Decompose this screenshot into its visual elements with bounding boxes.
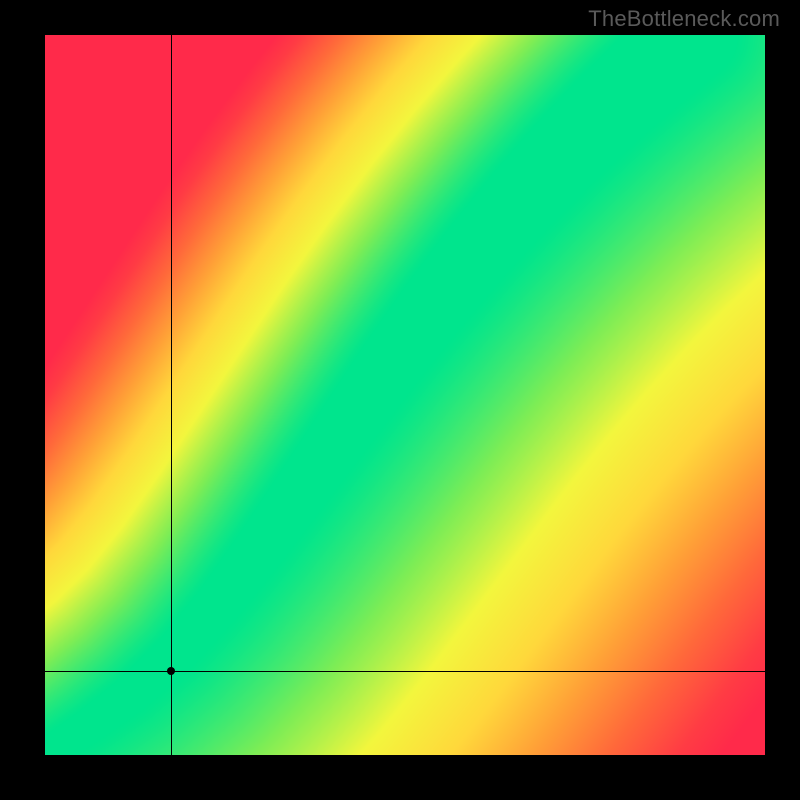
crosshair-vertical xyxy=(171,35,172,755)
watermark-text: TheBottleneck.com xyxy=(588,6,780,32)
crosshair-horizontal xyxy=(45,671,765,672)
crosshair-marker xyxy=(167,667,175,675)
bottleneck-heatmap xyxy=(45,35,765,755)
